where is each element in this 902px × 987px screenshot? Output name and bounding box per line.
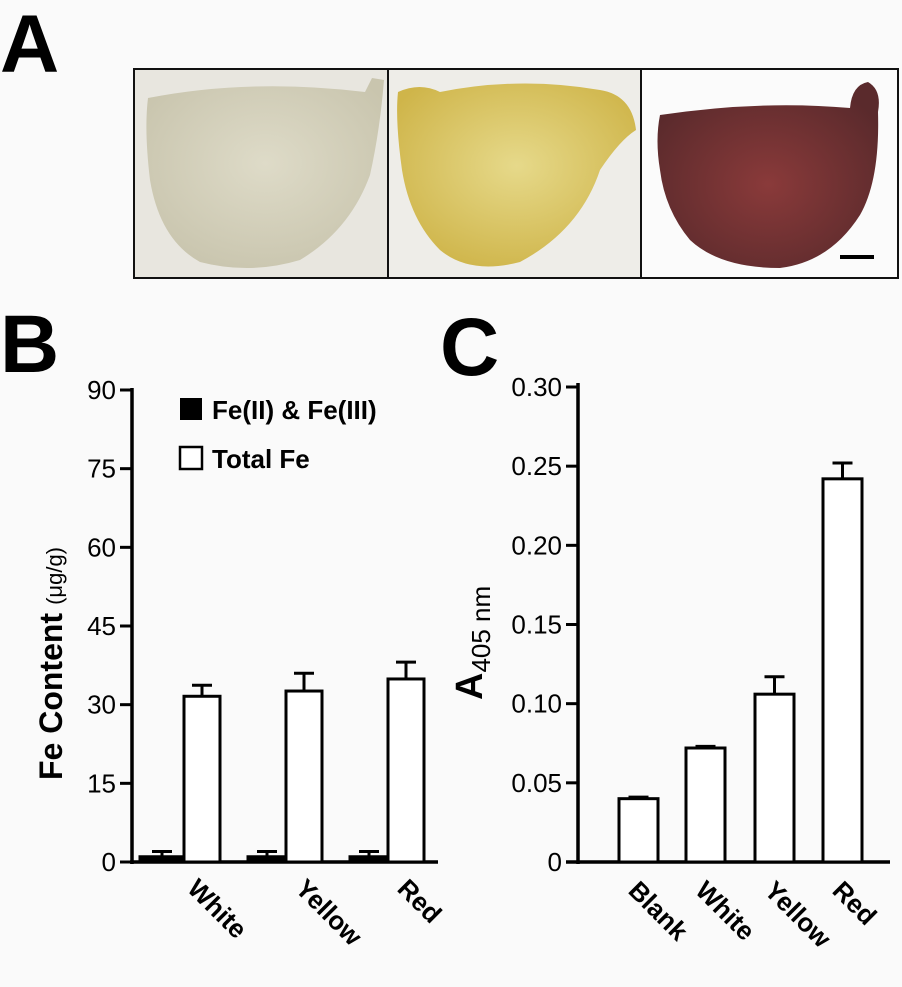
y-tick-label: 0.10 (511, 689, 562, 719)
legend-swatch-total (178, 445, 204, 471)
chart-c: A405 nm 0 0.05 0.10 0.15 0.20 0.25 0.30 BlankWh… (449, 372, 890, 954)
y-tick-label: 90 (87, 375, 116, 405)
panel-label-c: C (440, 302, 499, 393)
photo-white-sample (146, 78, 384, 269)
bar-yellow-fe23 (246, 855, 288, 864)
legend-label-total: Total Fe (212, 444, 310, 474)
y-tick-label: 0.25 (511, 451, 562, 481)
bar-blank (617, 797, 660, 864)
bar-red-total (386, 677, 426, 864)
bar-white-total (182, 694, 222, 864)
photo-strip (133, 68, 899, 279)
chart-b-ylabel: Fe Content (μg/g) (33, 547, 69, 780)
y-tick-label: 0.30 (511, 372, 562, 402)
bar-red-fe23 (348, 855, 390, 864)
chart-c-ylabel: A405 nm (449, 586, 496, 700)
chart-b-ylabel-unit: (μg/g) (42, 547, 67, 605)
legend-swatch-fe23 (180, 398, 202, 420)
bar-yellow (753, 692, 796, 864)
panel-label-a: A (0, 0, 59, 90)
y-tick-label: 60 (87, 532, 116, 562)
photo-yellow-sample (397, 83, 636, 267)
y-tick-label: 0.20 (511, 530, 562, 560)
chart-c-ylabel-main: A (449, 673, 491, 700)
category-label-white: White (690, 875, 761, 946)
y-tick-label: 0.15 (511, 610, 562, 640)
y-tick-label: 0.05 (511, 768, 562, 798)
category-label-red: Red (392, 873, 448, 929)
category-label-blank: Blank (623, 875, 695, 947)
y-tick-label: 45 (87, 611, 116, 641)
legend-label-fe23: Fe(II) & Fe(III) (212, 395, 377, 425)
bar-white-fe23 (138, 855, 186, 864)
chart-b-ylabel-main: Fe Content (33, 613, 69, 780)
bar-white (684, 746, 727, 864)
category-label-yellow: Yellow (759, 875, 838, 954)
category-label-white: White (182, 873, 253, 944)
y-tick-label: 0 (548, 847, 562, 877)
category-label-yellow: Yellow (290, 873, 369, 952)
panel-label-b: B (0, 299, 59, 390)
y-tick-label: 75 (87, 454, 116, 484)
y-tick-label: 15 (87, 768, 116, 798)
chart-b: Fe Content (μg/g) Fe(II) & Fe(III) Total … (33, 375, 448, 952)
y-tick-label: 0 (102, 847, 116, 877)
bar-red (821, 477, 864, 864)
chart-c-ylabel-sub: 405 nm (466, 586, 496, 673)
photo-red-sample (657, 82, 879, 268)
bar-yellow-total (284, 689, 324, 864)
scale-bar (840, 255, 874, 259)
y-tick-label: 30 (87, 690, 116, 720)
category-label-red: Red (827, 875, 883, 931)
